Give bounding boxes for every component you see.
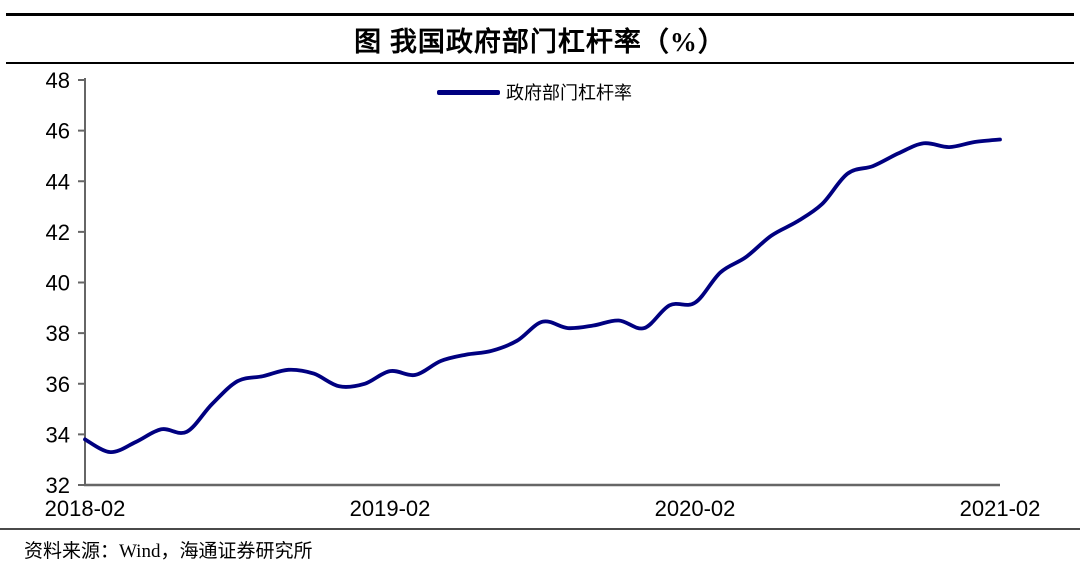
chart-legend: 政府部门杠杆率 — [437, 82, 632, 103]
y-tick-label: 38 — [46, 321, 70, 346]
y-tick-label: 40 — [46, 271, 70, 296]
y-tick-label: 44 — [46, 169, 70, 194]
data-line-series — [83, 137, 1002, 454]
x-tick-label: 2018-02 — [45, 496, 126, 521]
y-tick-label: 32 — [46, 473, 70, 498]
x-tick-label: 2021-02 — [960, 496, 1041, 521]
x-tick-label: 2020-02 — [655, 496, 736, 521]
x-tick-label: 2019-02 — [350, 496, 431, 521]
source-note: 资料来源：Wind，海通证券研究所 — [24, 541, 313, 562]
legend-series-label: 政府部门杠杆率 — [506, 83, 632, 103]
y-tick-label: 34 — [46, 422, 70, 447]
y-tick-label: 36 — [46, 372, 70, 397]
y-tick-label: 46 — [46, 119, 70, 144]
title-separator-rule — [6, 62, 1074, 64]
y-tick-label: 48 — [46, 68, 70, 93]
source-separator-rule — [0, 528, 1080, 530]
chart-title: 图 我国政府部门杠杆率（%） — [354, 27, 726, 57]
y-tick-label: 42 — [46, 220, 70, 245]
top-border-rule — [6, 13, 1074, 16]
legend-line-swatch — [437, 89, 500, 95]
